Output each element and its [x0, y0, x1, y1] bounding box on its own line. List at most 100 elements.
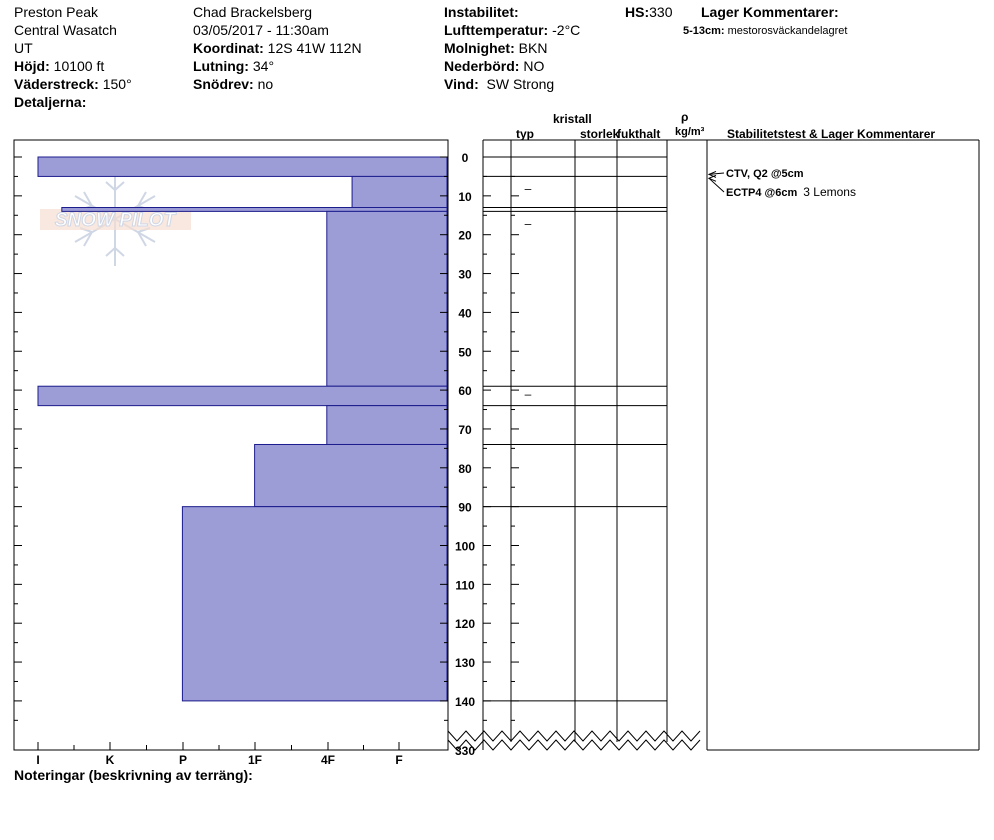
depth-tick-label: 70	[458, 423, 472, 437]
hardness-tick-label: I	[36, 753, 39, 767]
drift-label: Snödrev:	[193, 76, 254, 92]
depth-tick-label: 140	[455, 695, 475, 709]
air-temp: Lufttemperatur: -2°C	[444, 21, 580, 39]
crystal-type-symbol: –	[525, 181, 532, 195]
size-header: storlek	[580, 127, 620, 141]
zigzag-line	[447, 739, 701, 751]
watermark-text: SNOW PILOT	[55, 210, 177, 231]
stability-test-label: ECTP4 @6cm 3 Lemons	[726, 185, 856, 199]
depth-tick-label: 80	[458, 462, 472, 476]
hardness-tick-label: 1F	[248, 753, 262, 767]
hs-label: HS:	[625, 4, 650, 20]
depth-tick-label: 50	[458, 345, 472, 359]
left-axis-ticks	[14, 156, 519, 721]
elevation-value: 10100 ft	[53, 58, 105, 74]
details-label: Detaljerna:	[14, 94, 87, 110]
coordinates: Koordinat: 12S 41W 112N	[193, 39, 362, 57]
depth-tick-label: 60	[458, 384, 472, 398]
depth-tick-label: 10	[458, 190, 472, 204]
zigzag-line	[447, 730, 701, 742]
instability-label: Instabilitet:	[444, 4, 519, 20]
drift: Snödrev: no	[193, 75, 273, 93]
notes-label: Noteringar (beskrivning av terräng):	[14, 767, 253, 783]
type-header: typ	[516, 127, 534, 141]
crystal-type-symbol: –	[525, 387, 532, 401]
layer-bar	[351, 175, 448, 209]
depth-tick-label: 40	[458, 306, 472, 320]
hs-bottom-label: 330	[455, 744, 475, 758]
depth-tick-label: 90	[458, 501, 472, 515]
coord-value: 12S 41W 112N	[267, 40, 362, 56]
drift-value: no	[257, 76, 274, 92]
slope-value: 34°	[252, 58, 275, 74]
wind-value: SW Strong	[486, 76, 555, 92]
layer-bar	[254, 443, 448, 508]
precip-value: NO	[523, 58, 545, 74]
slope: Lutning: 34°	[193, 57, 274, 75]
location-name: Preston Peak	[14, 4, 99, 20]
layer-bars	[37, 156, 448, 702]
sky-value: BKN	[518, 40, 548, 56]
aspect-label: Väderstreck:	[14, 76, 99, 92]
layer-bar	[61, 207, 448, 212]
aspect: Väderstreck: 150°	[14, 75, 132, 93]
layer-bar	[181, 506, 448, 702]
wind-label: Vind:	[444, 76, 479, 92]
hardness-axis: I K P 1F 4F F	[36, 742, 403, 767]
stability-leader-line	[708, 172, 725, 175]
layer-bar	[326, 210, 448, 387]
stability-tests: CTV, Q2 @5cm ECTP4 @6cm 3 Lemons	[707, 168, 856, 199]
layer-bar	[37, 156, 448, 177]
range-name: Central Wasatch	[14, 22, 117, 38]
hardness-tick-label: F	[395, 753, 402, 767]
hardness-tick-label: K	[106, 753, 115, 767]
sky-cover: Molnighet: BKN	[444, 39, 547, 57]
depth-tick-label: 100	[455, 540, 475, 554]
airtemp-value: -2°C	[552, 22, 581, 38]
density-unit-header: kg/m³	[675, 126, 705, 138]
layer-table	[482, 139, 980, 751]
layer-table-rows: – – –	[483, 156, 667, 702]
stability-leader-line	[708, 177, 725, 193]
depth-break-zigzag	[447, 730, 701, 751]
depth-tick-label: 30	[458, 268, 472, 282]
precip-label: Nederbörd:	[444, 58, 520, 74]
hardness-plot-frame	[13, 139, 449, 751]
snow-height: HS:330	[625, 3, 672, 21]
elevation: Höjd: 10100 ft	[14, 57, 104, 75]
aspect-value: 150°	[102, 76, 132, 92]
rho-header: ρ	[681, 110, 689, 124]
stability-test-label: CTV, Q2 @5cm	[726, 168, 804, 180]
layer-comment-depth: 5-13cm:	[683, 25, 725, 37]
stability-arrow-icon	[707, 174, 717, 182]
layer-bar	[326, 405, 448, 445]
elevation-label: Höjd:	[14, 58, 50, 74]
snowpilot-watermark: SNOW PILOT	[40, 172, 191, 266]
hardness-tick-label: P	[179, 753, 187, 767]
airtemp-label: Lufttemperatur:	[444, 22, 549, 38]
depth-tick-label: 120	[455, 617, 475, 631]
sky-label: Molnighet:	[444, 40, 515, 56]
observer-name: Chad Brackelsberg	[193, 4, 313, 20]
crystal-header: kristall	[553, 112, 592, 126]
stability-header: Stabilitetstest & Lager Kommentarer	[727, 127, 936, 141]
hs-value: 330	[649, 4, 673, 20]
hardness-tick-label: 4F	[321, 753, 335, 767]
depth-tick-label: 110	[455, 578, 475, 592]
observation-datetime: 03/05/2017 - 11:30am	[193, 22, 329, 38]
coord-label: Koordinat:	[193, 40, 264, 56]
depth-axis: 0 10 20 30 40 50 60 70 80 90 100 110 120 130 140 330	[455, 151, 475, 758]
depth-tick-label: 0	[462, 151, 469, 165]
slope-label: Lutning:	[193, 58, 249, 74]
layer-bar	[37, 385, 448, 407]
depth-tick-label: 20	[458, 229, 472, 243]
crystal-type-symbol: –	[525, 216, 532, 230]
precipitation: Nederbörd: NO	[444, 57, 544, 75]
moisture-header: fukthalt	[617, 127, 661, 141]
state-name: UT	[14, 40, 33, 56]
wind: Vind: SW Strong	[444, 75, 554, 93]
depth-tick-label: 130	[455, 656, 475, 670]
layer-comments-heading: Lager Kommentarer:	[701, 4, 839, 20]
layer-comment-text: mestorosväckandelagret	[727, 25, 848, 37]
